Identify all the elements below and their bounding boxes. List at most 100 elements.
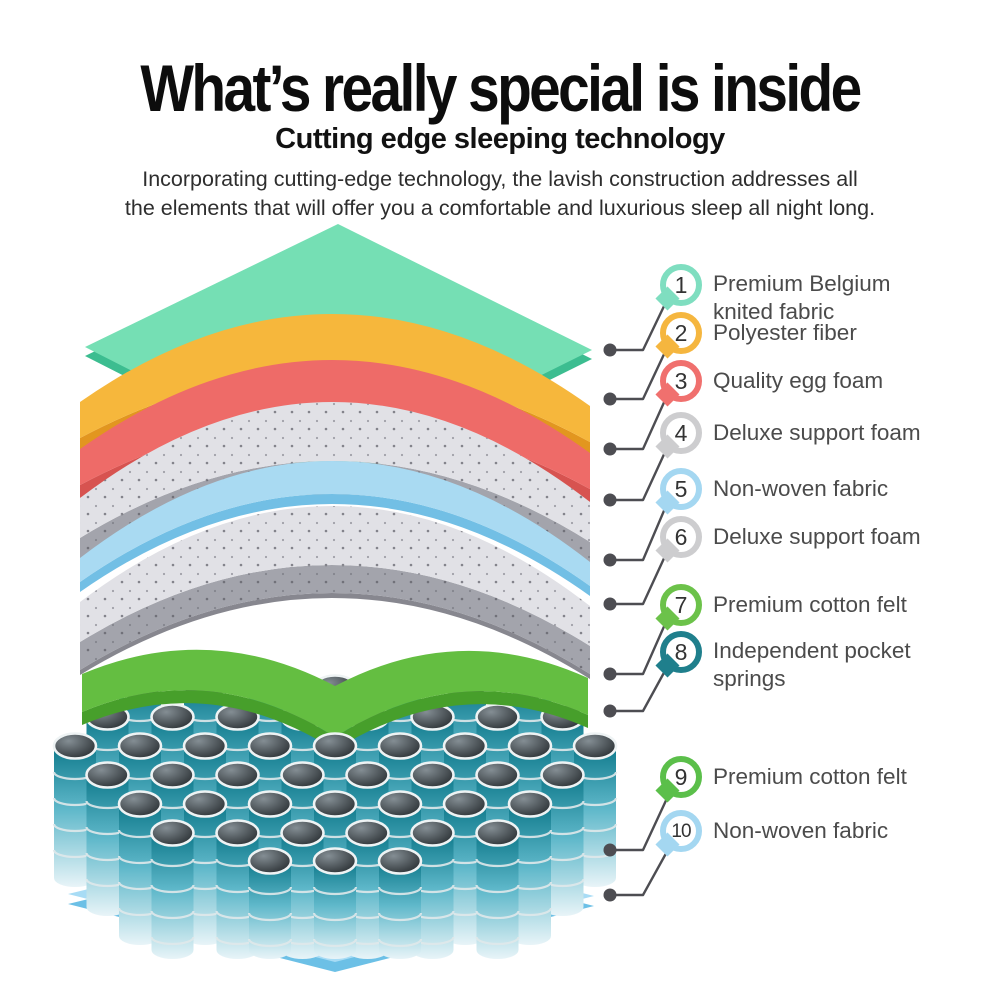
pocket-springs-front bbox=[52, 732, 618, 959]
callout-pin-icon: 2 bbox=[660, 312, 702, 354]
spring-coil-top bbox=[345, 819, 390, 847]
leader-dot bbox=[603, 493, 617, 507]
callout-number: 4 bbox=[674, 419, 688, 446]
leader-line bbox=[608, 504, 668, 562]
leader-dot bbox=[603, 843, 617, 857]
callout-pin-icon: 4 bbox=[660, 412, 702, 454]
leader-line bbox=[608, 448, 668, 502]
spring-coil-top bbox=[312, 847, 358, 875]
spring-coil-top bbox=[410, 819, 455, 847]
spring-coil-top bbox=[182, 790, 228, 818]
spring-coil-top bbox=[117, 732, 163, 760]
callout-item-3: 3 Quality egg foam bbox=[660, 360, 883, 402]
callout-list: 1 Premium Belgium knited fabric 2 Polyester… bbox=[660, 0, 990, 1000]
leader-lines bbox=[603, 300, 671, 902]
spring-coil-top bbox=[312, 790, 358, 818]
callout-label: Premium Belgium knited fabric bbox=[713, 271, 891, 324]
spring-coil-top bbox=[247, 790, 293, 818]
callout-number: 1 bbox=[674, 271, 688, 298]
leader-line bbox=[608, 552, 668, 606]
callout-item-4: 4 Deluxe support foam bbox=[660, 412, 921, 454]
callout-pin-icon: 7 bbox=[660, 584, 702, 626]
spring-coil-top bbox=[280, 761, 325, 789]
callout-pin-icon: 9 bbox=[660, 756, 702, 798]
callout-item-9: 9 Premium cotton felt bbox=[660, 756, 907, 798]
spring-coil-top bbox=[85, 761, 130, 789]
callout-item-2: 2 Polyester fiber bbox=[660, 312, 857, 354]
spring-coil-top bbox=[150, 819, 195, 847]
spring-coil-top bbox=[475, 761, 520, 789]
callout-label: Deluxe support foam bbox=[713, 420, 921, 445]
leader-dot bbox=[603, 392, 617, 406]
spring-coil-top bbox=[280, 819, 325, 847]
page-subtitle: Cutting edge sleeping technology bbox=[275, 123, 725, 156]
callout-label: Non-woven fabric bbox=[713, 818, 889, 843]
spring-coil-top bbox=[52, 732, 98, 760]
callout-pin-icon: 1 bbox=[660, 264, 702, 306]
leader-dot bbox=[603, 704, 617, 718]
leader-dot bbox=[603, 343, 617, 357]
callout-item-6: 6 Deluxe support foam bbox=[660, 516, 921, 558]
callout-item-10: 10 Non-woven fabric bbox=[660, 810, 888, 852]
callout-number: 6 bbox=[674, 523, 688, 550]
spring-coil-top bbox=[540, 761, 585, 789]
leader-line bbox=[608, 846, 671, 897]
spring-coil-top bbox=[410, 761, 455, 789]
callout-number: 8 bbox=[674, 638, 688, 665]
leader-dot bbox=[603, 442, 617, 456]
callout-label: Premium cotton felt bbox=[713, 592, 907, 617]
callout-label: Quality egg foam bbox=[713, 368, 884, 393]
callout-label: Non-woven fabric bbox=[713, 476, 889, 501]
leader-dot bbox=[603, 597, 617, 611]
page-description: Incorporating cutting-edge technology, t… bbox=[124, 166, 876, 220]
leader-line bbox=[608, 300, 668, 352]
spring-coil-top bbox=[507, 790, 553, 818]
leader-line bbox=[608, 667, 668, 713]
spring-coil-top bbox=[475, 819, 520, 847]
callout-pin-icon: 3 bbox=[660, 360, 702, 402]
spring-coil-top bbox=[475, 703, 520, 731]
callout-number: 10 bbox=[671, 820, 691, 842]
callout-number: 7 bbox=[674, 591, 688, 618]
spring-coil-top bbox=[312, 732, 358, 760]
leader-line bbox=[608, 348, 668, 401]
spring-coil-top bbox=[572, 732, 618, 760]
callout-label: Independent pocket springs bbox=[713, 638, 911, 691]
callout-pin-icon: 5 bbox=[660, 468, 702, 510]
layer-non-woven-fabric-1 bbox=[80, 460, 590, 596]
leader-dot bbox=[603, 667, 617, 681]
callout-number: 9 bbox=[674, 763, 688, 790]
spring-coil-top bbox=[215, 761, 260, 789]
callout-label: Deluxe support foam bbox=[713, 524, 921, 549]
spring-coil-top bbox=[507, 732, 553, 760]
callout-label: Polyester fiber bbox=[713, 320, 857, 345]
spring-coil-top bbox=[150, 761, 195, 789]
leader-line bbox=[608, 620, 668, 676]
callout-item-1: 1 Premium Belgium knited fabric bbox=[660, 264, 918, 326]
page-title: What’s really special is inside bbox=[140, 51, 862, 126]
spring-coil-top bbox=[247, 847, 293, 875]
spring-coil-top bbox=[215, 819, 260, 847]
spring-coil-top bbox=[247, 732, 293, 760]
leader-dot bbox=[603, 553, 617, 567]
spring-coil-top bbox=[117, 790, 163, 818]
spring-coil-top bbox=[442, 790, 488, 818]
callout-item-7: 7 Premium cotton felt bbox=[660, 584, 907, 626]
callout-pin-icon: 8 bbox=[660, 631, 702, 673]
callout-item-8: 8 Independent pocket springs bbox=[660, 631, 945, 693]
callout-item-5: 5 Non-woven fabric bbox=[660, 468, 888, 510]
leader-line bbox=[608, 792, 671, 852]
callout-pin-icon: 10 bbox=[660, 810, 702, 852]
leader-line bbox=[608, 396, 668, 451]
callout-number: 3 bbox=[674, 367, 688, 394]
spring-coil-top bbox=[442, 732, 488, 760]
spring-coil-top bbox=[345, 761, 390, 789]
spring-coil-top bbox=[377, 790, 423, 818]
layer-support-foam-2 bbox=[80, 505, 590, 679]
spring-coil-top bbox=[377, 847, 423, 875]
callout-number: 5 bbox=[674, 475, 688, 502]
leader-dot bbox=[603, 888, 617, 902]
spring-coil-top bbox=[377, 732, 423, 760]
